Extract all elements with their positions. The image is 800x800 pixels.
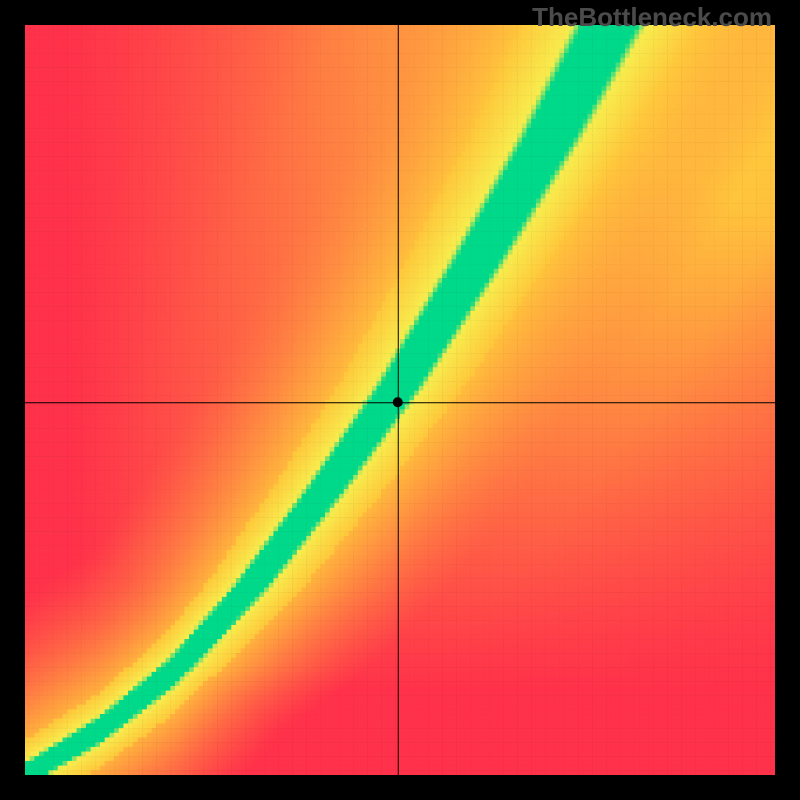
chart-container: TheBottleneck.com (0, 0, 800, 800)
watermark-text: TheBottleneck.com (532, 2, 772, 33)
bottleneck-heatmap (25, 25, 775, 775)
